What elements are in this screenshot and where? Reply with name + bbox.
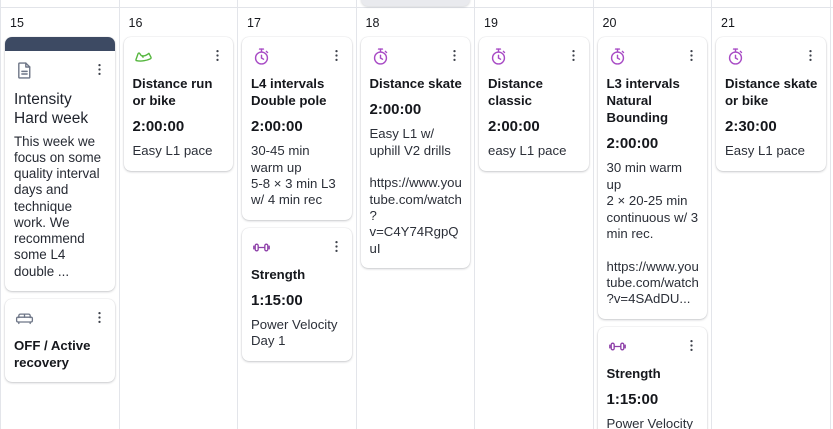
kebab-menu-icon[interactable] <box>684 47 699 64</box>
day-column: 16 Distance run or bike 2:00:00 Easy L1 … <box>120 8 238 429</box>
stopwatch-icon <box>607 46 628 67</box>
card-description: Power Velocity Day 1 <box>251 316 338 349</box>
stopwatch-icon <box>251 46 272 67</box>
day-column: 18 Distance skate 2:00:00 Easy L1 w/ uph… <box>357 8 475 429</box>
card-duration: 2:00:00 <box>251 118 303 136</box>
card-description: 30-45 min warm up 5-8 × 3 min L3 w/ 4 mi… <box>251 143 336 208</box>
day-column: 15 Intensity Hard week This week we focu… <box>1 8 120 429</box>
day-cards: Distance skate 2:00:00 Easy L1 w/ uphill… <box>357 33 475 269</box>
kebab-menu-icon[interactable] <box>803 47 818 64</box>
day-number: 21 <box>721 16 735 30</box>
shoe-icon <box>133 46 154 67</box>
day-number: 16 <box>128 16 143 30</box>
dumbbell-icon <box>251 237 272 258</box>
card-title: OFF / Active recovery <box>14 337 91 370</box>
card-description: Easy L1 w/ uphill V2 drills https://www.… <box>369 126 462 256</box>
card-description: 30 min warm up 2 × 20-25 min continuous … <box>606 160 699 307</box>
workout-card[interactable]: L3 intervals Natural Bounding 2:00:00 30… <box>597 37 707 319</box>
day-column: 19 Distance classic 2:00:00 easy L1 pace <box>475 8 594 429</box>
card-title: Distance skate or bike <box>725 76 818 109</box>
card-duration: 2:00:00 <box>606 135 659 153</box>
day-column: 21 Distance skate or bike 2:30:00 Easy L… <box>712 8 831 429</box>
couch-icon <box>14 308 35 329</box>
kebab-menu-icon[interactable] <box>684 337 699 354</box>
strip-cell <box>1 0 120 7</box>
strip-cell <box>357 0 475 7</box>
day-number: 18 <box>365 16 380 30</box>
day-cards: Distance skate or bike 2:30:00 Easy L1 p… <box>712 33 830 171</box>
workout-card[interactable]: Strength 1:15:00 Power Velocity Day 2 <box>597 326 707 429</box>
card-duration: 2:00:00 <box>369 101 422 119</box>
card-title: Distance run or bike <box>132 76 213 109</box>
previous-week-remnant <box>1 0 833 8</box>
kebab-menu-icon[interactable] <box>566 47 581 64</box>
strip-cell <box>594 0 712 7</box>
workout-card[interactable]: Distance skate or bike 2:30:00 Easy L1 p… <box>716 37 826 171</box>
workout-card[interactable]: L4 intervals Double pole 2:00:00 30-45 m… <box>242 37 352 220</box>
card-duration: 1:15:00 <box>606 390 659 408</box>
kebab-menu-icon[interactable] <box>92 309 107 326</box>
day-cards: L4 intervals Double pole 2:00:00 30-45 m… <box>238 33 356 361</box>
day-number: 20 <box>602 16 617 30</box>
card-title: Distance skate <box>369 76 462 91</box>
card-description: This week we focus on some quality inter… <box>14 133 102 279</box>
stopwatch-icon <box>488 46 509 67</box>
kebab-menu-icon[interactable] <box>92 61 107 78</box>
card-duration: 1:15:00 <box>251 291 303 309</box>
note-color-bar <box>5 37 115 51</box>
kebab-menu-icon[interactable] <box>210 47 225 64</box>
card-title: Distance classic <box>488 76 543 109</box>
day-cards: Distance classic 2:00:00 easy L1 pace <box>475 33 593 171</box>
previous-card-bottom[interactable] <box>360 0 470 6</box>
strip-cell <box>712 0 831 7</box>
week-row: 15 Intensity Hard week This week we focu… <box>1 8 833 429</box>
day-number: 19 <box>484 16 498 30</box>
day-column: 17 L4 intervals Double pole 2:00:00 30-4… <box>238 8 357 429</box>
card-duration: 2:30:00 <box>725 118 777 136</box>
day-number: 15 <box>10 16 24 30</box>
card-description: Easy L1 pace <box>132 143 213 159</box>
card-duration: 2:00:00 <box>488 118 540 136</box>
card-title: L3 intervals Natural Bounding <box>606 76 680 126</box>
workout-card[interactable]: Distance run or bike 2:00:00 Easy L1 pac… <box>123 37 233 171</box>
kebab-menu-icon[interactable] <box>329 238 344 255</box>
kebab-menu-icon[interactable] <box>447 47 462 64</box>
strip-cell <box>238 0 357 7</box>
strip-cell <box>120 0 238 7</box>
kebab-menu-icon[interactable] <box>329 47 344 64</box>
day-cards: L3 intervals Natural Bounding 2:00:00 30… <box>594 33 712 429</box>
strip-cell <box>475 0 594 7</box>
workout-card[interactable]: Distance classic 2:00:00 easy L1 pace <box>479 37 589 171</box>
stopwatch-icon <box>370 46 391 67</box>
day-number: 17 <box>247 16 261 30</box>
day-cards: Intensity Hard week This week we focus o… <box>1 33 119 383</box>
day-cards: Distance run or bike 2:00:00 Easy L1 pac… <box>120 33 238 171</box>
card-description: Power Velocity Day 2 <box>606 415 694 429</box>
note-card[interactable]: Intensity Hard week This week we focus o… <box>5 37 115 291</box>
card-duration: 2:00:00 <box>132 118 185 136</box>
workout-card[interactable]: OFF / Active recovery <box>5 298 115 383</box>
card-description: easy L1 pace <box>488 143 567 159</box>
workout-card[interactable]: Strength 1:15:00 Power Velocity Day 1 <box>242 227 352 361</box>
card-title: Strength <box>251 266 306 282</box>
day-column: 20 L3 intervals Natural Bounding 2:00:00… <box>594 8 712 429</box>
card-description: Easy L1 pace <box>725 143 805 159</box>
card-title: Strength <box>606 365 661 381</box>
document-icon <box>14 60 35 81</box>
dumbbell-icon <box>607 336 628 357</box>
workout-card[interactable]: Distance skate 2:00:00 Easy L1 w/ uphill… <box>360 37 470 269</box>
card-title: Intensity Hard week <box>14 91 89 128</box>
stopwatch-icon <box>725 46 746 67</box>
card-title: L4 intervals Double pole <box>251 76 327 109</box>
